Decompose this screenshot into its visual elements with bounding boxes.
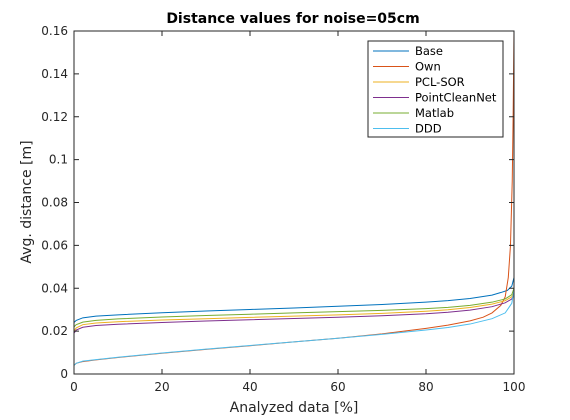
x-axis-label: Analyzed data [%] [230, 400, 359, 416]
legend-label-base: Base [415, 44, 443, 58]
legend-label-ddd: DDD [415, 122, 442, 136]
x-tick-label: 0 [70, 380, 78, 394]
series-layer [73, 30, 515, 366]
x-tick-label: 80 [418, 380, 433, 394]
y-tick-label: 0.12 [41, 110, 68, 124]
series-line-matlab [73, 288, 515, 328]
x-tick-label: 20 [154, 380, 169, 394]
x-tick-label: 100 [503, 380, 526, 394]
y-tick-label: 0.06 [41, 238, 68, 252]
x-tick-label: 40 [242, 380, 257, 394]
series-line-ddd [73, 290, 515, 366]
y-tick-label: 0.14 [41, 67, 68, 81]
y-tick-label: 0.16 [41, 24, 68, 38]
y-axis: 0 0.02 0.04 0.06 0.08 0.1 0.12 0.14 0.16 [41, 24, 514, 381]
series-line-pointcleannet [73, 294, 515, 334]
legend-label-pointcleannet: PointCleanNet [415, 91, 497, 105]
y-axis-label: Avg. distance [m] [19, 140, 35, 263]
series-line-base [73, 277, 515, 323]
series-line-pcl-sor [73, 292, 515, 332]
x-tick-label: 60 [330, 380, 345, 394]
legend-label-matlab: Matlab [415, 106, 454, 120]
y-tick-label: 0 [60, 367, 68, 381]
y-tick-label: 0.02 [41, 324, 68, 338]
chart-title: Distance values for noise=05cm [166, 11, 419, 27]
legend-label-pcl-sor: PCL-SOR [415, 75, 465, 89]
y-tick-label: 0.04 [41, 281, 68, 295]
legend-box [367, 40, 504, 138]
x-axis: 0 20 40 60 80 100 [70, 31, 525, 394]
y-tick-label: 0.08 [41, 196, 68, 210]
legend-label-own: Own [415, 60, 441, 74]
y-tick-label: 0.1 [49, 153, 68, 167]
